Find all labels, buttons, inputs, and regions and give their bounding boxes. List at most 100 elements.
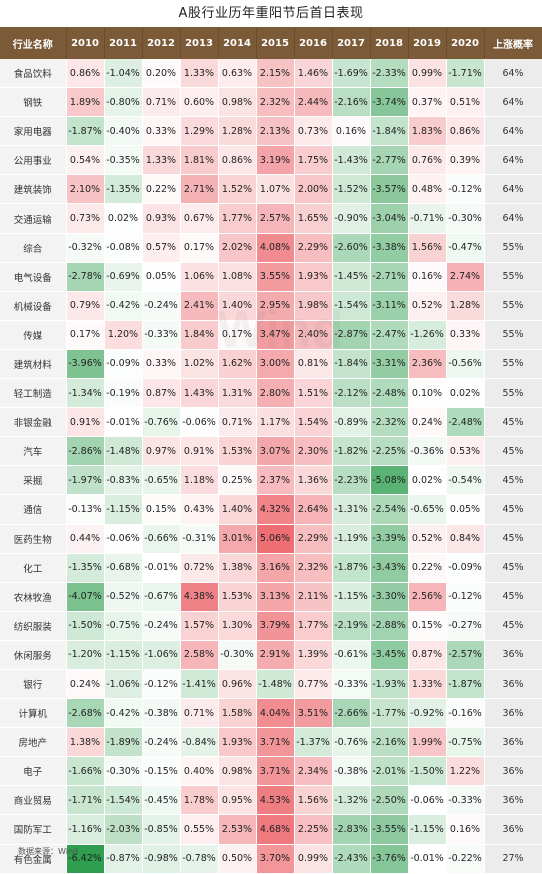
heat-cell: -0.30% xyxy=(446,203,485,234)
heat-cell: 4.04% xyxy=(256,698,295,729)
heat-cell: -2.60% xyxy=(332,233,371,263)
rise-probability: 45% xyxy=(484,436,542,467)
heat-cell: -1.82% xyxy=(332,436,371,467)
heat-cell: -0.38% xyxy=(142,698,181,729)
industry-name: 轻工制造 xyxy=(0,378,67,409)
heat-cell: 0.33% xyxy=(142,116,181,147)
heat-cell: 3.00% xyxy=(256,349,295,380)
heat-cell: 1.58% xyxy=(218,698,257,729)
rise-probability: 64% xyxy=(484,87,542,118)
heat-cell: 0.87% xyxy=(408,640,447,670)
rise-probability: 36% xyxy=(484,698,542,729)
heat-cell: 3.16% xyxy=(256,553,295,583)
column-header: 2015 xyxy=(256,27,295,59)
heat-cell: 0.84% xyxy=(446,524,485,554)
heat-cell: -1.89% xyxy=(104,727,143,758)
heat-cell: 1.06% xyxy=(180,262,219,292)
heat-cell: 0.40% xyxy=(180,756,219,787)
heat-cell: 0.05% xyxy=(446,494,485,525)
heat-cell: 0.63% xyxy=(218,59,257,89)
heat-cell: 1.38% xyxy=(66,727,105,758)
industry-name: 电子 xyxy=(0,756,67,787)
heat-cell: 1.20% xyxy=(104,320,143,350)
heat-cell: -0.92% xyxy=(408,698,447,729)
rise-probability: 45% xyxy=(484,524,542,554)
heat-cell: -3.30% xyxy=(370,582,409,612)
heat-cell: 3.55% xyxy=(256,262,295,292)
heat-cell: 2.53% xyxy=(218,814,257,845)
heat-cell: 2.56% xyxy=(408,582,447,612)
rise-probability: 45% xyxy=(484,407,542,438)
industry-name: 医药生物 xyxy=(0,524,67,554)
heat-cell: 1.56% xyxy=(294,785,333,816)
heat-cell: 0.91% xyxy=(66,407,105,438)
table-row: 交通运输 0.73% 0.02% 0.93% 0.67% 1.77% 2.57% 1.65% -… xyxy=(0,203,542,234)
heat-cell: -0.65% xyxy=(408,494,447,525)
heat-cell: -0.85% xyxy=(142,814,181,845)
heat-cell: 1.38% xyxy=(218,553,257,583)
table-row: 轻工制造 -1.34% -0.19% 0.87% 1.43% 1.31% 2.80% 1.51… xyxy=(0,378,542,409)
industry-name: 国防军工 xyxy=(0,814,67,845)
heat-cell: -5.08% xyxy=(370,465,409,496)
heat-cell: -2.66% xyxy=(332,698,371,729)
column-header: 2020 xyxy=(446,27,485,59)
heat-cell: -2.25% xyxy=(370,436,409,467)
heat-cell: 2.15% xyxy=(256,59,295,89)
heat-cell: 1.29% xyxy=(180,116,219,147)
heat-cell: -3.31% xyxy=(370,349,409,380)
heat-cell: 1.93% xyxy=(218,727,257,758)
table-row: 传媒 0.17% 1.20% -0.33% 1.84% 0.17% 3.47% 2.40% -2… xyxy=(0,320,542,350)
heat-cell: 0.37% xyxy=(408,87,447,118)
heat-cell: 0.39% xyxy=(446,145,485,176)
heat-cell: 0.86% xyxy=(66,59,105,89)
heat-cell: -3.39% xyxy=(370,524,409,554)
rise-probability: 27% xyxy=(484,844,542,874)
heat-cell: 0.16% xyxy=(446,814,485,845)
heat-cell: 3.71% xyxy=(256,756,295,787)
heat-cell: -0.66% xyxy=(142,524,181,554)
heat-cell: -1.84% xyxy=(332,349,371,380)
heat-cell: 1.22% xyxy=(446,756,485,787)
heat-cell: -3.04% xyxy=(370,203,409,234)
column-header: 2018 xyxy=(370,27,409,59)
heat-cell: 0.55% xyxy=(180,814,219,845)
heat-cell: 0.86% xyxy=(218,145,257,176)
column-header: 2016 xyxy=(294,27,333,59)
heat-cell: 2.32% xyxy=(256,87,295,118)
heat-cell: -0.56% xyxy=(446,349,485,380)
heat-cell: -0.09% xyxy=(446,553,485,583)
table-row: 电气设备 -2.78% -0.69% 0.05% 1.06% 1.08% 3.55% 1.93… xyxy=(0,262,542,292)
heat-cell: 1.81% xyxy=(180,145,219,176)
heat-cell: -2.43% xyxy=(332,844,371,874)
rise-probability: 36% xyxy=(484,785,542,816)
rise-probability: 55% xyxy=(484,349,542,380)
table-row: 食品饮料 0.86% -1.04% 0.20% 1.33% 0.63% 2.15% 1.46%… xyxy=(0,59,542,89)
heat-cell: -2.71% xyxy=(370,262,409,292)
heat-cell: 2.64% xyxy=(294,494,333,525)
heat-cell: 3.70% xyxy=(256,844,295,874)
table-row: 化工 -1.35% -0.68% -0.01% 0.72% 1.38% 3.16% 2.32%… xyxy=(0,553,542,583)
heat-cell: 1.40% xyxy=(218,494,257,525)
rise-probability: 64% xyxy=(484,203,542,234)
heat-cell: -1.48% xyxy=(104,436,143,467)
heat-cell: 1.28% xyxy=(446,291,485,321)
heat-cell: -2.03% xyxy=(104,814,143,845)
heat-cell: 4.08% xyxy=(256,233,295,263)
heat-cell: 2.34% xyxy=(294,756,333,787)
heat-cell: 0.77% xyxy=(294,669,333,700)
heat-cell: 2.58% xyxy=(180,640,219,670)
heat-cell: -0.27% xyxy=(446,611,485,641)
heat-cell: -0.83% xyxy=(104,465,143,496)
heat-cell: -1.71% xyxy=(66,785,105,816)
heat-cell: -0.15% xyxy=(142,756,181,787)
heat-cell: -1.15% xyxy=(332,582,371,612)
heat-cell: -2.48% xyxy=(446,407,485,438)
heat-cell: -2.78% xyxy=(66,262,105,292)
heat-cell: 0.67% xyxy=(180,203,219,234)
heat-cell: -1.35% xyxy=(104,174,143,205)
rise-probability: 55% xyxy=(484,320,542,350)
heat-cell: -2.01% xyxy=(370,756,409,787)
heat-cell: -0.16% xyxy=(446,698,485,729)
heat-cell: 2.00% xyxy=(294,174,333,205)
industry-name: 采掘 xyxy=(0,465,67,496)
